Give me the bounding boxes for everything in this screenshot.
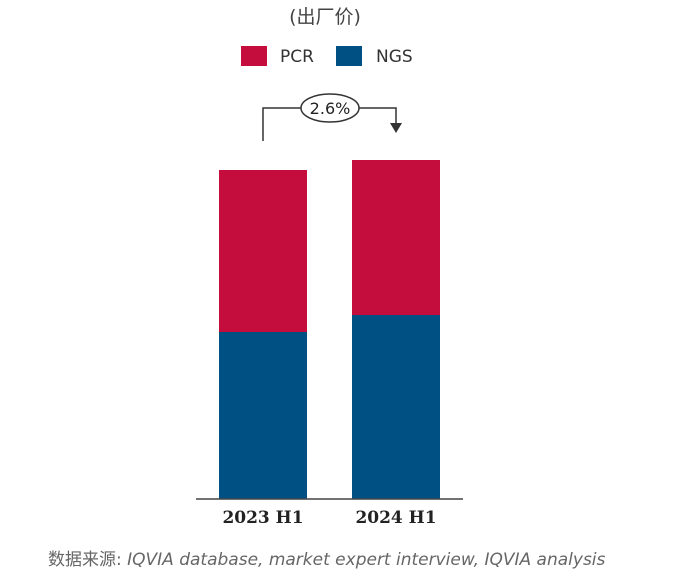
legend-swatch-pcr: [241, 46, 267, 66]
bar-ngs-2024-h1: [352, 315, 440, 499]
legend-label-ngs: NGS: [376, 47, 413, 67]
legend-swatch-ngs: [336, 46, 362, 66]
growth-label: 2.6%: [310, 99, 351, 118]
bar-pcr-2023-h1: [219, 170, 307, 332]
legend: PCR NGS: [241, 46, 413, 67]
bars: [219, 160, 440, 499]
source-note: 数据来源: IQVIA database, market expert inte…: [48, 550, 606, 570]
bar-ngs-2023-h1: [219, 332, 307, 499]
growth-bubble: [300, 93, 360, 123]
x-tick-2023-h1: 2023 H1: [222, 508, 303, 528]
bar-pcr-2024-h1: [352, 160, 440, 315]
x-tick-labels: 2023 H1 2024 H1: [222, 508, 436, 528]
source-text: IQVIA database, market expert interview,…: [122, 550, 606, 570]
source-prefix: 数据来源:: [48, 550, 122, 570]
x-tick-2024-h1: 2024 H1: [355, 508, 436, 528]
growth-bracket-line: [262, 107, 397, 141]
chart-unit-label: (出厂价): [289, 6, 361, 28]
growth-annotation: 2.6%: [262, 93, 402, 141]
growth-arrow-head: [390, 123, 402, 133]
legend-label-pcr: PCR: [280, 47, 314, 67]
